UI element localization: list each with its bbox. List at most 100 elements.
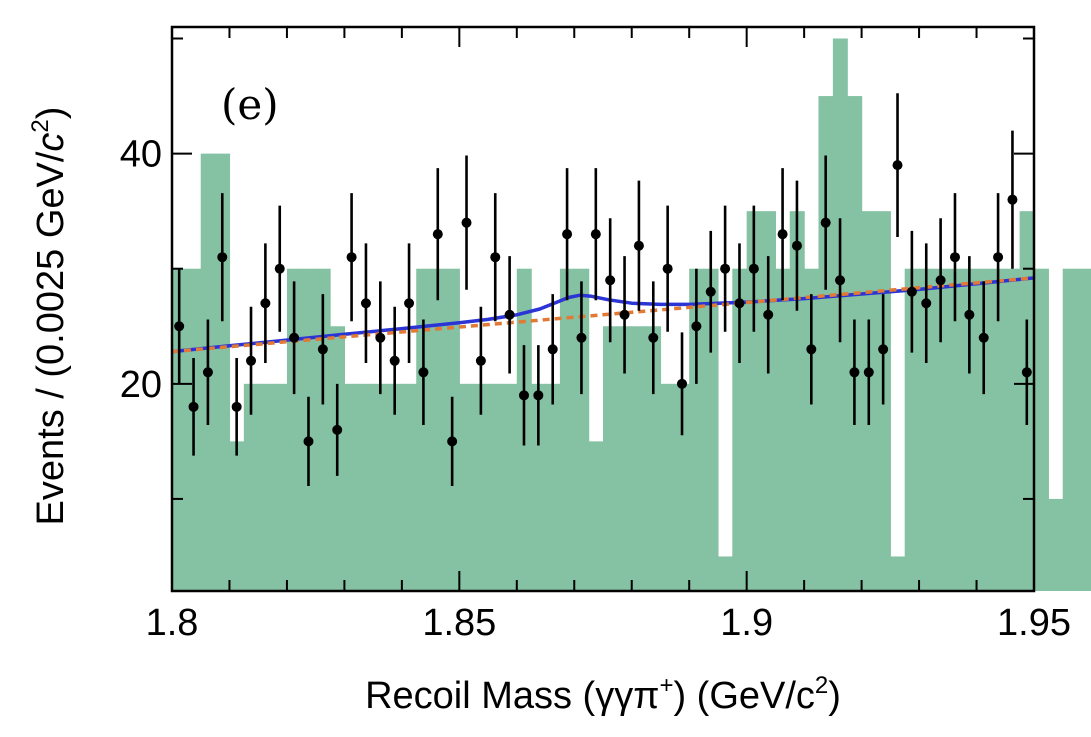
histogram-bar	[689, 268, 705, 591]
histogram-bar	[904, 268, 920, 591]
histogram-bar	[990, 268, 1006, 591]
histogram-bar	[387, 383, 403, 591]
data-point	[964, 309, 975, 320]
data-points-layer	[174, 93, 1032, 486]
data-point	[461, 217, 472, 228]
histogram-bar	[459, 383, 475, 591]
data-point	[274, 263, 285, 274]
data-point	[533, 390, 544, 401]
histogram-bar	[229, 441, 245, 591]
data-point	[935, 275, 946, 286]
data-point	[389, 355, 400, 366]
histogram-bar	[775, 268, 791, 591]
data-point	[691, 321, 702, 332]
histogram-bar	[890, 556, 906, 591]
data-point	[878, 344, 889, 355]
histogram-bar	[976, 268, 992, 591]
histogram-bar	[272, 383, 288, 591]
data-point	[576, 332, 587, 343]
background-fit-curve	[171, 276, 1035, 354]
histogram-bar	[243, 383, 259, 591]
data-point	[863, 367, 874, 378]
data-point	[346, 252, 357, 263]
histogram-bar	[502, 383, 518, 591]
data-point	[231, 401, 242, 412]
plot-frame	[170, 25, 1036, 593]
histogram-bar	[430, 268, 446, 591]
data-point	[1021, 367, 1032, 378]
data-point	[605, 275, 616, 286]
data-point	[993, 252, 1004, 263]
histogram-bar	[574, 268, 590, 591]
data-point	[260, 298, 271, 309]
histogram-bar	[646, 326, 662, 591]
histogram-bar	[1062, 268, 1078, 591]
histogram-bar	[962, 268, 978, 591]
data-point	[949, 252, 960, 263]
histogram-bar	[488, 383, 504, 591]
histogram-bar	[660, 383, 676, 591]
histogram-bar	[1034, 268, 1049, 591]
histogram-bar	[473, 383, 489, 591]
fit-layer	[171, 276, 1035, 354]
data-point	[490, 252, 501, 263]
data-point	[303, 436, 314, 447]
histogram-layer	[172, 38, 1091, 592]
data-point	[375, 332, 386, 343]
data-point	[720, 263, 731, 274]
data-point	[404, 298, 415, 309]
histogram-bar	[703, 268, 719, 591]
histogram-bar	[947, 268, 963, 591]
data-point	[1007, 194, 1018, 205]
data-point	[418, 367, 429, 378]
histogram-bar	[717, 556, 733, 591]
data-point	[633, 240, 644, 251]
histogram-bar	[631, 326, 647, 591]
histogram-bar	[1005, 268, 1021, 591]
histogram-bar	[344, 383, 360, 591]
data-point	[820, 217, 831, 228]
histogram-bar	[919, 268, 935, 591]
data-point	[202, 367, 213, 378]
y-tick-label: 40	[120, 134, 162, 176]
data-point	[289, 332, 300, 343]
data-point	[246, 355, 257, 366]
data-point	[518, 390, 529, 401]
histogram-bar	[761, 211, 776, 591]
x-tick-label: 1.95	[997, 602, 1071, 644]
data-point	[619, 309, 630, 320]
data-point	[432, 229, 443, 240]
y-axis-label: Events / (0.0025 GeV/c2)	[27, 107, 72, 526]
y-tick-label: 20	[120, 364, 162, 406]
data-point	[892, 160, 903, 171]
data-point	[705, 286, 716, 297]
histogram-bar	[603, 326, 618, 591]
data-point	[562, 229, 573, 240]
data-point	[748, 263, 759, 274]
data-point	[791, 240, 802, 251]
histogram-bar	[1048, 498, 1064, 591]
data-point	[662, 263, 673, 274]
histogram-bar	[545, 383, 561, 591]
x-tick-label: 1.8	[146, 602, 199, 644]
histogram-bar	[401, 383, 417, 591]
data-point	[677, 378, 688, 389]
histogram-bar	[258, 383, 274, 591]
data-point	[906, 286, 917, 297]
histogram-bar	[531, 383, 547, 591]
histogram-bar	[215, 153, 231, 591]
histogram-bar	[588, 441, 604, 591]
histogram-bar	[789, 211, 805, 591]
data-point	[547, 344, 558, 355]
data-point	[447, 436, 458, 447]
data-point	[332, 424, 343, 435]
data-point	[217, 252, 228, 263]
data-point	[978, 332, 989, 343]
data-point	[806, 344, 817, 355]
data-point	[188, 401, 199, 412]
data-point	[648, 332, 659, 343]
histogram-bar	[617, 326, 633, 591]
data-point	[360, 298, 371, 309]
histogram-bar	[674, 383, 690, 591]
